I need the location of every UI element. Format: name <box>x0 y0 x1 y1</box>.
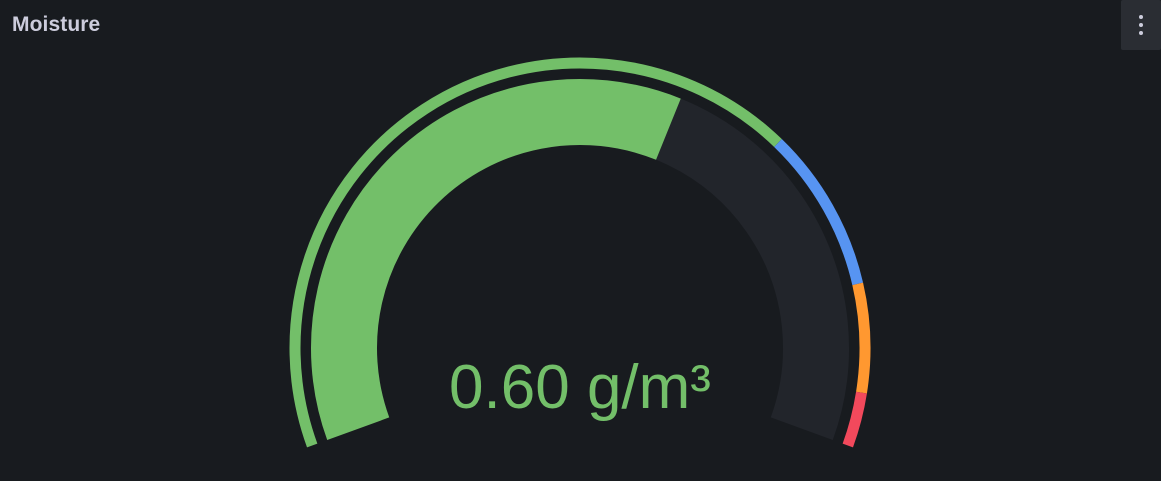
threshold-segment <box>852 282 871 394</box>
kebab-vertical-icon <box>1139 15 1143 35</box>
gauge-value-text: 0.60 g/m³ <box>449 353 711 422</box>
threshold-band <box>289 57 871 448</box>
panel-title: Moisture <box>12 13 101 36</box>
gauge-value-arc <box>311 79 681 440</box>
threshold-segment <box>842 391 867 448</box>
threshold-segment <box>774 139 864 286</box>
threshold-segment <box>289 57 782 448</box>
panel-menu-button[interactable] <box>1121 0 1161 50</box>
